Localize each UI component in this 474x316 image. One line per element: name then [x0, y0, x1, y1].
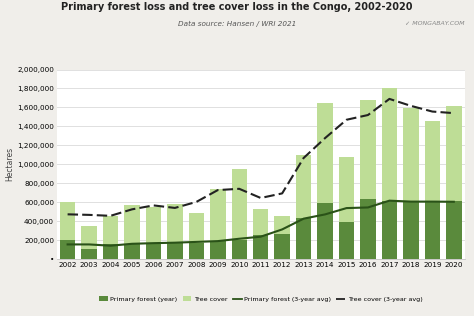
Bar: [296, 155, 311, 259]
Bar: [339, 222, 354, 259]
Bar: [60, 240, 75, 259]
Bar: [296, 218, 311, 259]
Bar: [425, 121, 440, 259]
Bar: [124, 244, 140, 259]
Bar: [146, 207, 161, 259]
Bar: [103, 216, 118, 259]
Bar: [317, 103, 333, 259]
Bar: [82, 249, 97, 259]
Bar: [274, 216, 290, 259]
Text: Data source: Hansen / WRI 2021: Data source: Hansen / WRI 2021: [178, 21, 296, 27]
Bar: [382, 88, 397, 259]
Bar: [231, 240, 247, 259]
Bar: [103, 245, 118, 259]
Bar: [124, 205, 140, 259]
Y-axis label: Hectares: Hectares: [5, 147, 14, 181]
Text: ✓ MONGABAY.COM: ✓ MONGABAY.COM: [405, 21, 465, 26]
Bar: [146, 243, 161, 259]
Bar: [425, 202, 440, 259]
Bar: [82, 226, 97, 259]
Bar: [253, 235, 268, 259]
Bar: [360, 199, 376, 259]
Bar: [382, 201, 397, 259]
Bar: [253, 209, 268, 259]
Bar: [167, 243, 182, 259]
Bar: [189, 213, 204, 259]
Bar: [60, 202, 75, 259]
Bar: [210, 189, 226, 259]
Bar: [339, 157, 354, 259]
Bar: [231, 169, 247, 259]
Bar: [403, 201, 419, 259]
Bar: [167, 204, 182, 259]
Legend: Primary forest (year), Tree cover, Primary forest (3-year avg), Tree cover (3-ye: Primary forest (year), Tree cover, Prima…: [99, 296, 423, 302]
Text: Primary forest loss and tree cover loss in the Congo, 2002-2020: Primary forest loss and tree cover loss …: [61, 2, 413, 12]
Bar: [446, 106, 462, 259]
Bar: [360, 100, 376, 259]
Bar: [317, 203, 333, 259]
Bar: [446, 201, 462, 259]
Bar: [210, 241, 226, 259]
Bar: [189, 243, 204, 259]
Bar: [403, 108, 419, 259]
Bar: [274, 234, 290, 259]
